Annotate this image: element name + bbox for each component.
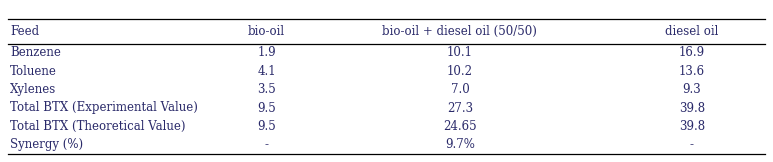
- Text: Synergy (%): Synergy (%): [10, 138, 83, 151]
- Text: 27.3: 27.3: [447, 102, 473, 115]
- Text: 10.2: 10.2: [447, 65, 473, 78]
- Text: Total BTX (Experimental Value): Total BTX (Experimental Value): [10, 102, 198, 115]
- Text: Total BTX (Theoretical Value): Total BTX (Theoretical Value): [10, 120, 186, 133]
- Text: Toluene: Toluene: [10, 65, 57, 78]
- Text: 7.0: 7.0: [451, 83, 469, 96]
- Text: 9.5: 9.5: [257, 120, 276, 133]
- Text: 13.6: 13.6: [679, 65, 705, 78]
- Text: 3.5: 3.5: [257, 83, 276, 96]
- Text: 9.7%: 9.7%: [445, 138, 475, 151]
- Text: Feed: Feed: [10, 25, 39, 38]
- Text: 1.9: 1.9: [257, 46, 276, 59]
- Text: -: -: [690, 138, 694, 151]
- Text: Xylenes: Xylenes: [10, 83, 56, 96]
- Text: diesel oil: diesel oil: [665, 25, 719, 38]
- Text: -: -: [264, 138, 269, 151]
- Text: 9.5: 9.5: [257, 102, 276, 115]
- Text: 24.65: 24.65: [443, 120, 477, 133]
- Text: 16.9: 16.9: [679, 46, 705, 59]
- Text: 39.8: 39.8: [679, 120, 705, 133]
- Text: Benzene: Benzene: [10, 46, 61, 59]
- Text: bio-oil: bio-oil: [248, 25, 285, 38]
- Text: 9.3: 9.3: [683, 83, 701, 96]
- Text: 39.8: 39.8: [679, 102, 705, 115]
- Text: 10.1: 10.1: [447, 46, 473, 59]
- Text: 4.1: 4.1: [257, 65, 276, 78]
- Text: bio-oil + diesel oil (50/50): bio-oil + diesel oil (50/50): [383, 25, 537, 38]
